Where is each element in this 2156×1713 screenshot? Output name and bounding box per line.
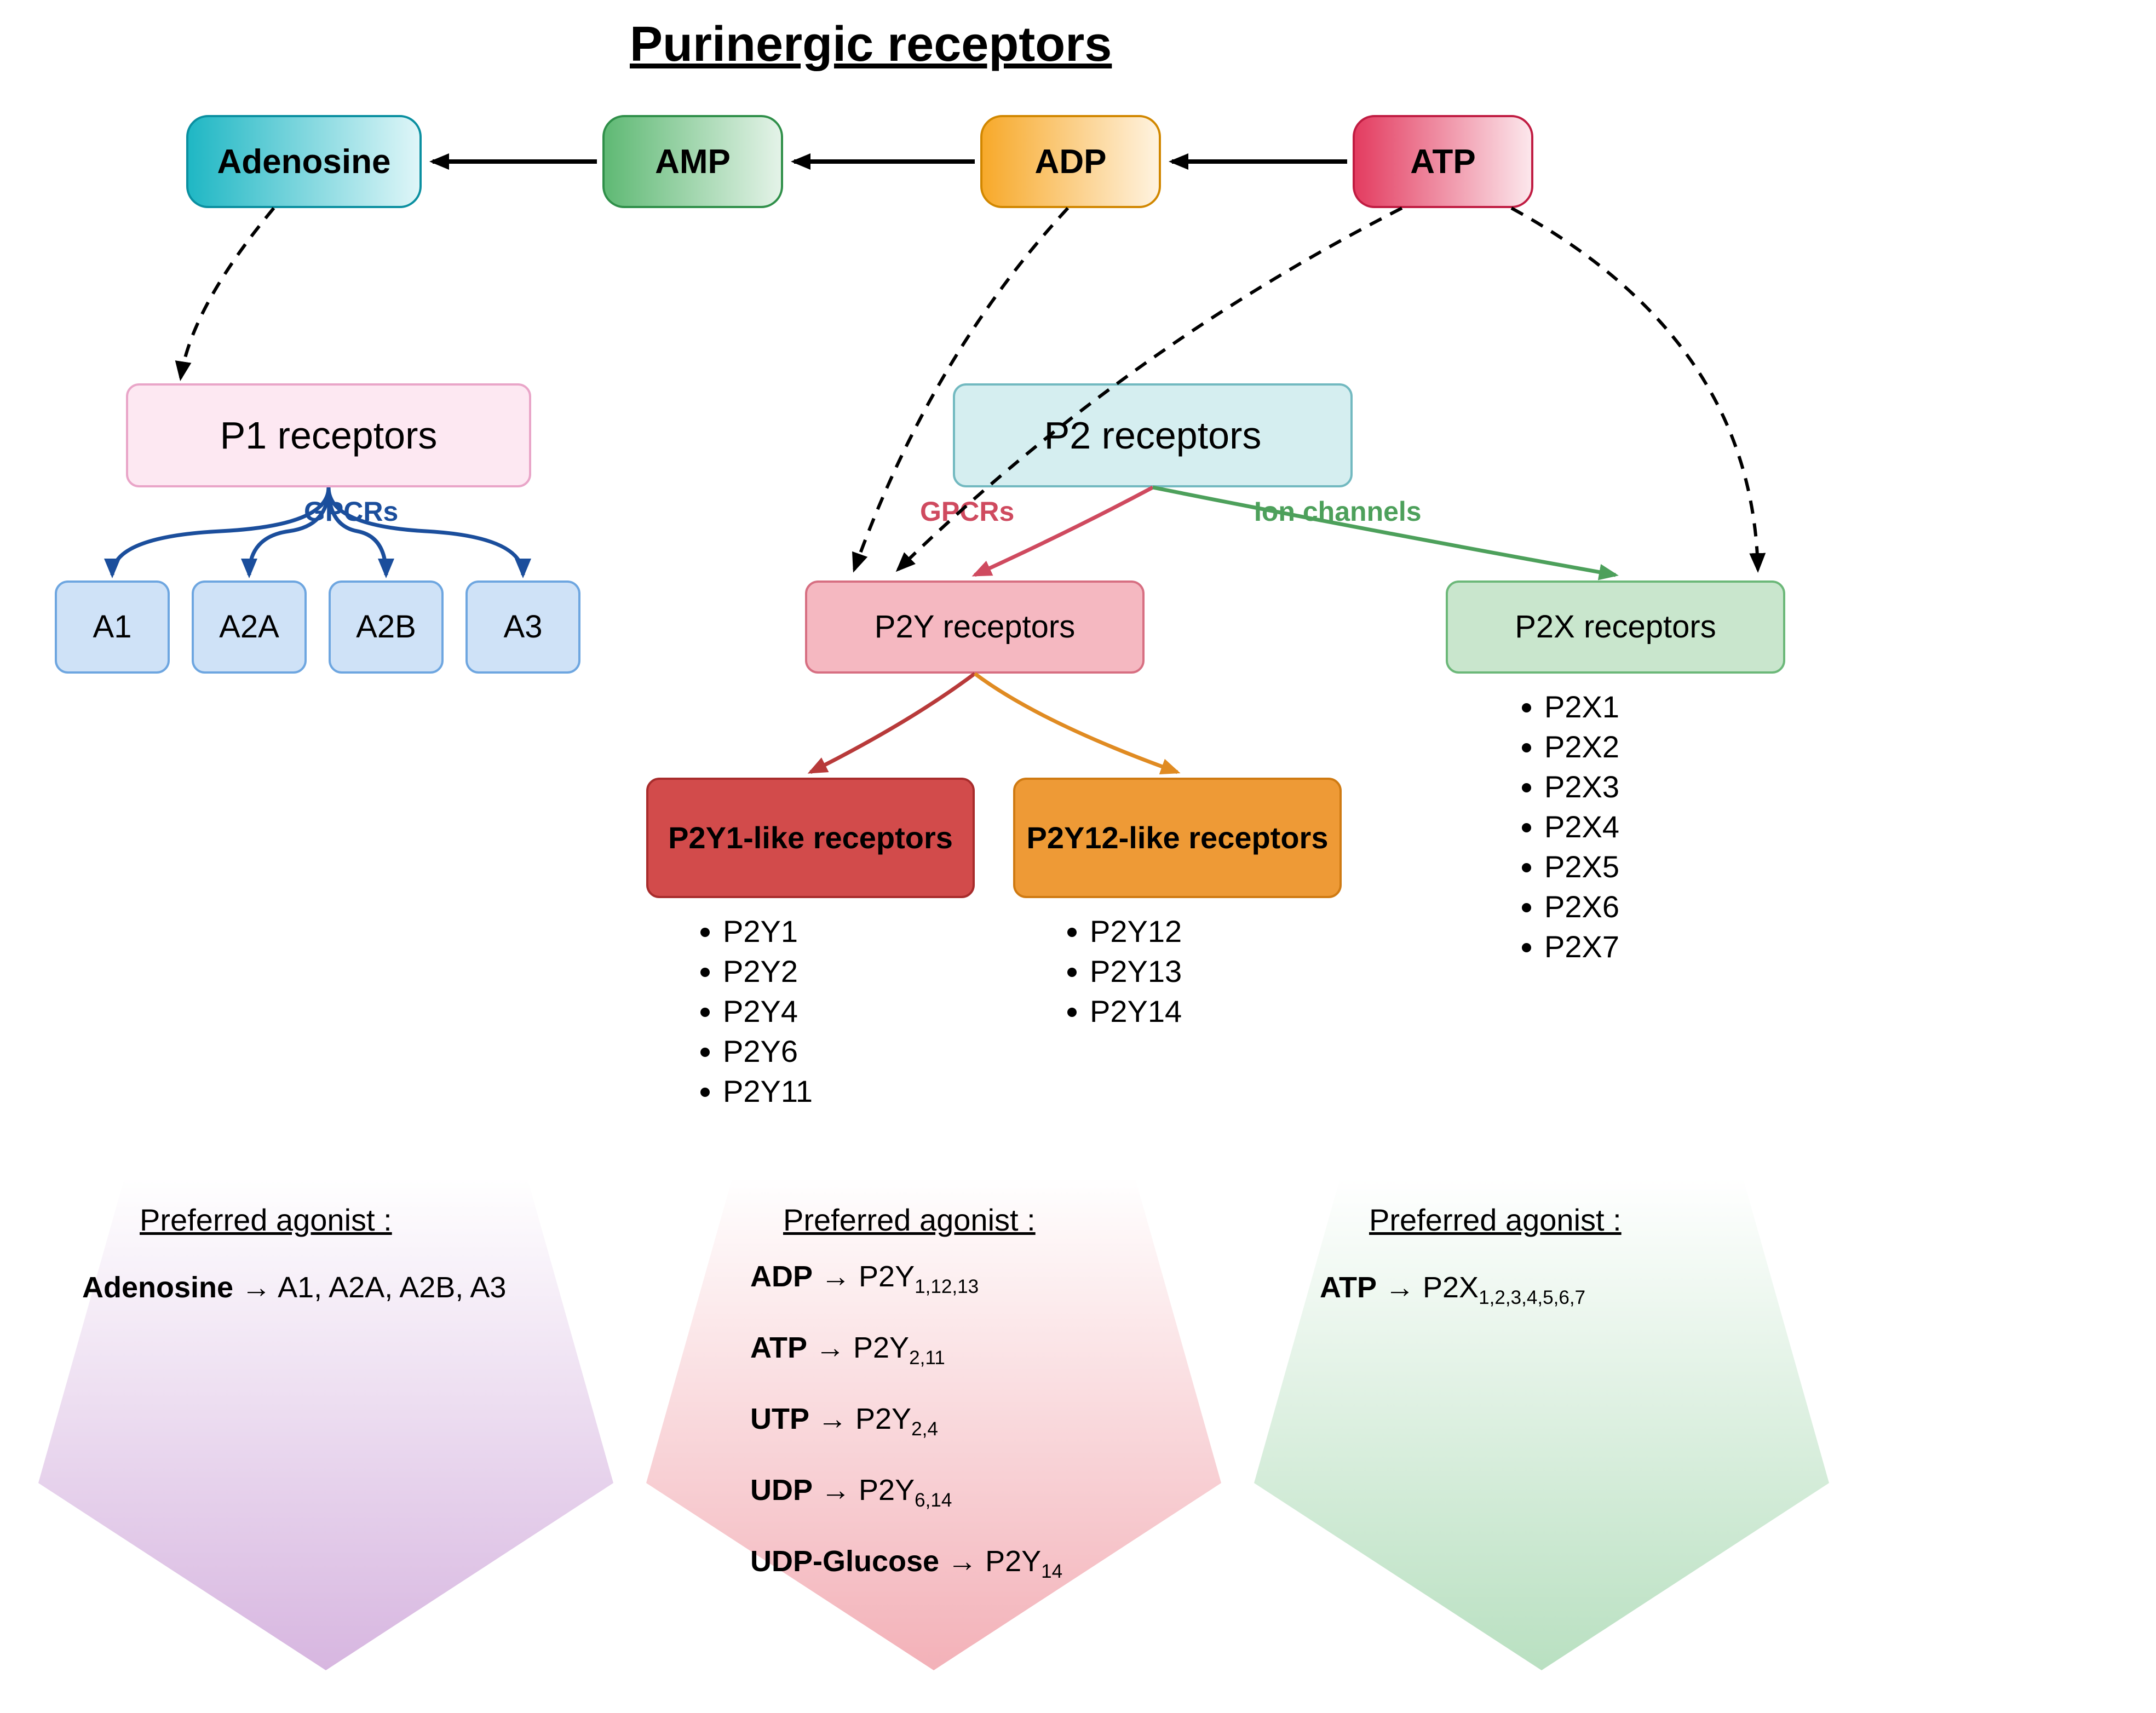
p2y1-subtype-list: P2Y1P2Y2P2Y4P2Y6P2Y11 — [690, 909, 813, 1113]
page-title: Purinergic receptors — [630, 16, 1112, 73]
p1-subtype-a2b: A2B — [329, 580, 444, 674]
p2x-agonist-pentagon — [1254, 1177, 1829, 1670]
p1-agonist-title: Preferred agonist : — [140, 1202, 392, 1238]
p2-receptors-box: P2 receptors — [953, 383, 1353, 487]
p2-branch-label-ion: Ion channels — [1254, 496, 1422, 527]
ligand-adp: ADP — [980, 115, 1161, 208]
p2y-agonist-title: Preferred agonist : — [783, 1202, 1036, 1238]
p1-subtype-a3: A3 — [465, 580, 580, 674]
p1-subtype-a1: A1 — [55, 580, 170, 674]
p2y-receptors-box: P2Y receptors — [805, 580, 1145, 674]
p2x-agonist-title: Preferred agonist : — [1369, 1202, 1622, 1238]
p1-subtype-a2a: A2A — [192, 580, 307, 674]
p2y12-subtype-list: P2Y12P2Y13P2Y14 — [1057, 909, 1182, 1033]
p2x-receptors-box: P2X receptors — [1446, 580, 1785, 674]
ligand-atp: ATP — [1353, 115, 1533, 208]
p1-receptors-box: P1 receptors — [126, 383, 531, 487]
ligand-amp: AMP — [602, 115, 783, 208]
p1-agonist-pentagon — [38, 1177, 613, 1670]
p2x-subtype-list: P2X1P2X2P2X3P2X4P2X5P2X6P2X7 — [1511, 685, 1619, 969]
p2y1-like-box: P2Y1-like receptors — [646, 778, 975, 898]
p2y12-like-box: P2Y12-like receptors — [1013, 778, 1342, 898]
ligand-adenosine: Adenosine — [186, 115, 422, 208]
p2-branch-label-gpcrs: GPCRs — [920, 496, 1014, 527]
purinergic-diagram: Purinergic receptors Adenosine AMP ADP A… — [0, 0, 2156, 1713]
p1-branch-label-gpcrs: GPCRs — [304, 496, 398, 527]
